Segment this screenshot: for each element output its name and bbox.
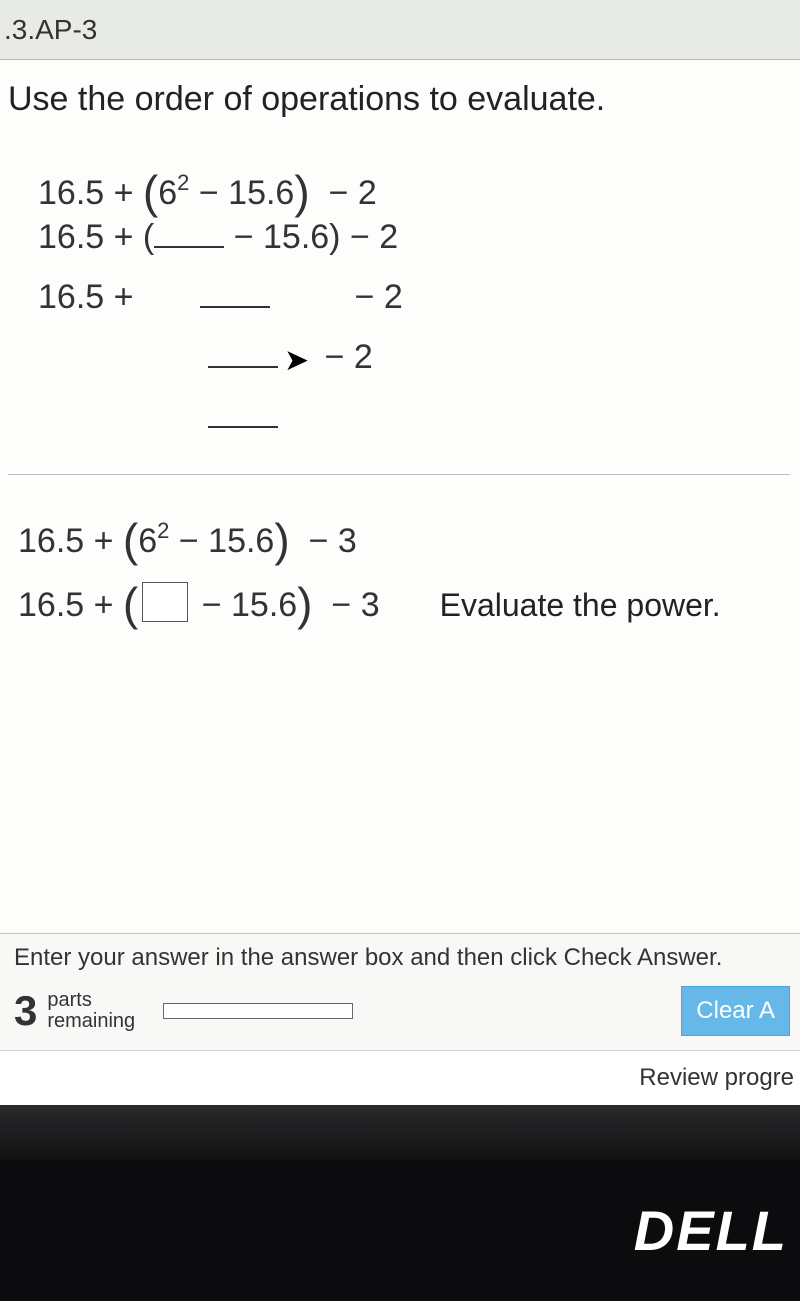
left-paren-icon: ( [123, 563, 138, 646]
answer-input[interactable] [142, 582, 188, 622]
parts-label-top: parts [47, 989, 91, 1011]
text: 16.5 + [18, 511, 123, 572]
text: − 2 [345, 269, 403, 327]
blank-field[interactable] [154, 246, 224, 248]
review-bar: Review progre [0, 1050, 800, 1105]
work-line-5 [38, 389, 790, 449]
text: − 15.6 [169, 511, 274, 572]
text: − 3 [313, 575, 380, 636]
base: 6 [138, 511, 157, 572]
clear-all-button[interactable]: Clear A [681, 986, 790, 1036]
left-paren-icon: ( [143, 153, 158, 231]
question-content: Use the order of operations to evaluate.… [0, 60, 800, 1160]
base: 6 [158, 165, 177, 223]
footer-bar: 3 parts remaining Clear A [14, 986, 790, 1036]
exponent: 2 [177, 164, 189, 201]
screen-edge [0, 1105, 800, 1160]
parts-label-bottom: remaining [47, 1010, 135, 1032]
spacer [143, 269, 200, 327]
spacer [270, 269, 346, 327]
text: 16.5 + [18, 575, 123, 636]
answer-steps: 16.5 + ( 6 2 − 15.6 ) − 3 16.5 + ( − 15.… [8, 495, 790, 623]
text: − 15.6 [192, 575, 297, 636]
footer: Enter your answer in the answer box and … [0, 933, 800, 1050]
text: 16.5 + ( [38, 209, 154, 267]
parts-count: 3 [14, 987, 37, 1035]
tab-bar: .3.AP-3 [0, 0, 800, 60]
answer-line-2: 16.5 + ( − 15.6 ) − 3 Evaluate the power… [18, 559, 790, 623]
parts-label: parts remaining [47, 990, 135, 1032]
text: − 2 [315, 329, 373, 387]
blank-field[interactable] [208, 366, 278, 368]
progress-bar [163, 1003, 353, 1019]
review-progress-button[interactable]: Review progre [639, 1064, 794, 1092]
exponent: 2 [157, 511, 169, 551]
right-paren-icon: ) [294, 153, 309, 231]
tab-label[interactable]: .3.AP-3 [4, 14, 97, 46]
app-screen: .3.AP-3 Use the order of operations to e… [0, 0, 800, 1160]
work-line-3: 16.5 + − 2 [38, 269, 790, 329]
brand-logo: DELL [634, 1198, 788, 1263]
footer-hint: Enter your answer in the answer box and … [14, 944, 790, 972]
answer-line-1: 16.5 + ( 6 2 − 15.6 ) − 3 [18, 495, 790, 559]
laptop-bezel: DELL [0, 1160, 800, 1301]
worked-steps: 16.5 + ( 6 2 − 15.6 ) − 2 16.5 + ( − 15.… [8, 149, 790, 475]
right-paren-icon: ) [274, 499, 289, 582]
work-line-4: ➤ − 2 [38, 329, 790, 389]
cursor-icon: ➤ [284, 335, 309, 386]
parts-remaining: 3 parts remaining [14, 987, 353, 1035]
text: 16.5 + [38, 269, 143, 327]
spacer [38, 329, 208, 387]
text: − 15.6) − 2 [224, 209, 398, 267]
blank-field[interactable] [208, 426, 278, 428]
step-hint: Evaluate the power. [440, 577, 721, 635]
question-instruction: Use the order of operations to evaluate. [8, 80, 790, 119]
spacer [38, 389, 208, 447]
blank-field[interactable] [200, 306, 270, 308]
right-paren-icon: ) [297, 563, 312, 646]
work-line-1: 16.5 + ( 6 2 − 15.6 ) − 2 [38, 149, 790, 209]
